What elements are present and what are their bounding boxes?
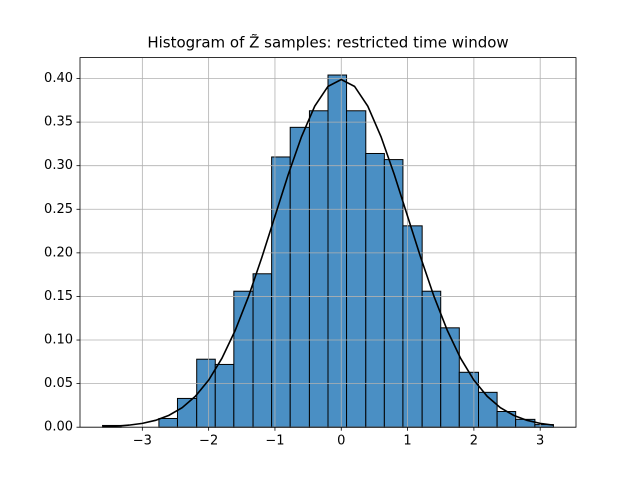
chart-title: Histogram of Z̃ samples: restricted time… bbox=[147, 33, 508, 52]
y-tick-label: 0.40 bbox=[44, 71, 73, 86]
axes-frame bbox=[79, 57, 577, 428]
histogram-bar bbox=[327, 74, 348, 428]
histogram-bar bbox=[346, 110, 367, 428]
y-tick-label: 0.25 bbox=[44, 202, 73, 217]
histogram-bar bbox=[421, 290, 442, 428]
y-tick-label: 0.10 bbox=[44, 333, 73, 348]
histogram-bar bbox=[158, 417, 178, 428]
x-tick-label: 2 bbox=[470, 434, 478, 449]
histogram-bar bbox=[196, 358, 216, 428]
histogram-bar bbox=[365, 152, 385, 428]
x-tick-label: 3 bbox=[536, 434, 544, 449]
histogram-bar bbox=[233, 290, 254, 428]
histogram-bar bbox=[289, 126, 310, 428]
y-tick-label: 0.20 bbox=[44, 245, 73, 260]
histogram-bar bbox=[402, 225, 423, 428]
x-tick-label: 1 bbox=[403, 434, 411, 449]
y-tick-label: 0.05 bbox=[44, 376, 73, 391]
y-tick-label: 0.15 bbox=[44, 289, 73, 304]
x-tick-label: −3 bbox=[133, 434, 152, 449]
histogram-bar bbox=[440, 327, 460, 428]
x-tick-label: −1 bbox=[265, 434, 284, 449]
x-tick-label: 0 bbox=[337, 434, 345, 449]
histogram-bar bbox=[308, 110, 329, 428]
x-tick-label: −2 bbox=[199, 434, 218, 449]
y-tick-label: 0.35 bbox=[44, 115, 73, 130]
histogram-bar bbox=[214, 363, 235, 428]
y-tick-label: 0.00 bbox=[44, 420, 73, 435]
histogram-bar bbox=[383, 159, 404, 428]
histogram-bar bbox=[496, 411, 517, 428]
y-tick-label: 0.30 bbox=[44, 158, 73, 173]
pdf-line bbox=[102, 78, 554, 428]
histogram-bar bbox=[458, 371, 480, 428]
